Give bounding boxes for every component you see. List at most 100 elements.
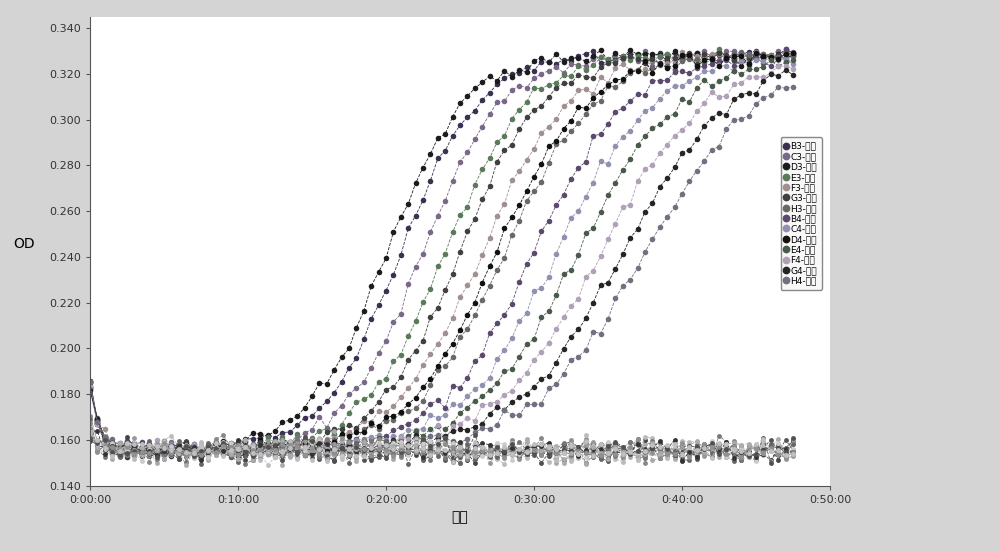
H3-增量 <box>291 439 303 446</box>
C3-增量 <box>735 54 747 61</box>
E3-增量 <box>291 431 303 438</box>
C4-增量 <box>180 444 192 451</box>
H3-增量 <box>395 410 407 416</box>
C3-增量 <box>84 385 96 392</box>
D4-增量 <box>180 443 192 450</box>
Line: B4-增量: B4-增量 <box>87 46 796 458</box>
B3-增量 <box>84 379 96 385</box>
H3-增量 <box>188 448 200 454</box>
C4-增量 <box>447 401 459 408</box>
C4-增量 <box>765 54 777 61</box>
H4-增量 <box>735 116 747 123</box>
F4-增量 <box>395 433 407 440</box>
C3-增量 <box>787 49 799 55</box>
H3-增量 <box>469 312 481 319</box>
D4-增量 <box>447 341 459 347</box>
H4-增量 <box>447 438 459 445</box>
G4-增量 <box>276 452 288 458</box>
C4-增量 <box>84 384 96 391</box>
D3-增量 <box>787 52 799 59</box>
B4-增量 <box>84 384 96 390</box>
F3-增量 <box>291 442 303 448</box>
H3-增量 <box>787 53 799 60</box>
B3-增量 <box>291 422 303 429</box>
E3-增量 <box>447 229 459 236</box>
H4-增量 <box>291 446 303 453</box>
G4-增量 <box>291 441 303 448</box>
X-axis label: 时间: 时间 <box>452 511 468 524</box>
E4-增量 <box>469 397 481 404</box>
G3-增量 <box>188 446 200 453</box>
C4-增量 <box>321 453 333 459</box>
F3-增量 <box>676 49 688 56</box>
E4-增量 <box>395 436 407 442</box>
D3-增量 <box>158 450 170 457</box>
D3-增量 <box>447 114 459 120</box>
G4-增量 <box>787 71 799 78</box>
H4-增量 <box>469 429 481 436</box>
Line: E4-增量: E4-增量 <box>87 57 796 458</box>
C3-增量 <box>291 437 303 443</box>
C4-增量 <box>395 432 407 439</box>
B4-增量 <box>291 444 303 450</box>
C3-增量 <box>188 444 200 450</box>
F4-增量 <box>772 63 784 70</box>
C4-增量 <box>284 444 296 450</box>
C4-增量 <box>469 386 481 392</box>
B3-增量 <box>469 108 481 114</box>
E3-增量 <box>84 384 96 390</box>
Line: E3-增量: E3-增量 <box>87 46 796 458</box>
H3-增量 <box>84 378 96 385</box>
F4-增量 <box>291 453 303 460</box>
G4-增量 <box>447 428 459 434</box>
F4-增量 <box>180 451 192 458</box>
H3-增量 <box>447 354 459 361</box>
G3-增量 <box>114 453 126 460</box>
Line: D3-增量: D3-增量 <box>87 47 796 457</box>
C3-增量 <box>395 311 407 317</box>
D4-增量 <box>84 379 96 386</box>
Line: D4-增量: D4-增量 <box>87 50 796 459</box>
F3-增量 <box>188 452 200 459</box>
D4-增量 <box>291 443 303 450</box>
Line: G3-增量: G3-增量 <box>87 46 796 459</box>
F3-增量 <box>469 271 481 278</box>
Line: H3-增量: H3-增量 <box>87 50 796 459</box>
H4-增量 <box>787 83 799 90</box>
D3-增量 <box>395 214 407 220</box>
F4-增量 <box>735 79 747 86</box>
B3-增量 <box>787 52 799 59</box>
H3-增量 <box>136 453 148 459</box>
H3-增量 <box>743 51 755 58</box>
G4-增量 <box>780 67 792 73</box>
G3-增量 <box>395 374 407 381</box>
E4-增量 <box>765 57 777 63</box>
Line: C4-增量: C4-增量 <box>87 55 796 459</box>
F4-增量 <box>469 417 481 424</box>
B4-增量 <box>735 57 747 64</box>
E3-增量 <box>469 181 481 188</box>
Line: B3-增量: B3-增量 <box>87 48 796 460</box>
F3-增量 <box>180 444 192 451</box>
E3-增量 <box>121 451 133 458</box>
Line: H4-增量: H4-增量 <box>87 84 796 459</box>
D3-增量 <box>188 444 200 450</box>
H3-增量 <box>735 49 747 56</box>
E4-增量 <box>84 378 96 385</box>
Line: G4-增量: G4-增量 <box>87 67 796 458</box>
E4-增量 <box>180 445 192 452</box>
D3-增量 <box>291 413 303 420</box>
B4-增量 <box>114 452 126 459</box>
G3-增量 <box>780 46 792 52</box>
B4-增量 <box>787 50 799 56</box>
G3-增量 <box>84 385 96 392</box>
F3-增量 <box>743 55 755 62</box>
B3-增量 <box>395 252 407 259</box>
E4-增量 <box>735 71 747 77</box>
Line: C3-增量: C3-增量 <box>87 48 796 457</box>
B3-增量 <box>447 132 459 139</box>
B4-增量 <box>395 423 407 430</box>
Y-axis label: OD: OD <box>13 237 35 251</box>
F4-增量 <box>84 383 96 389</box>
E3-增量 <box>188 450 200 457</box>
